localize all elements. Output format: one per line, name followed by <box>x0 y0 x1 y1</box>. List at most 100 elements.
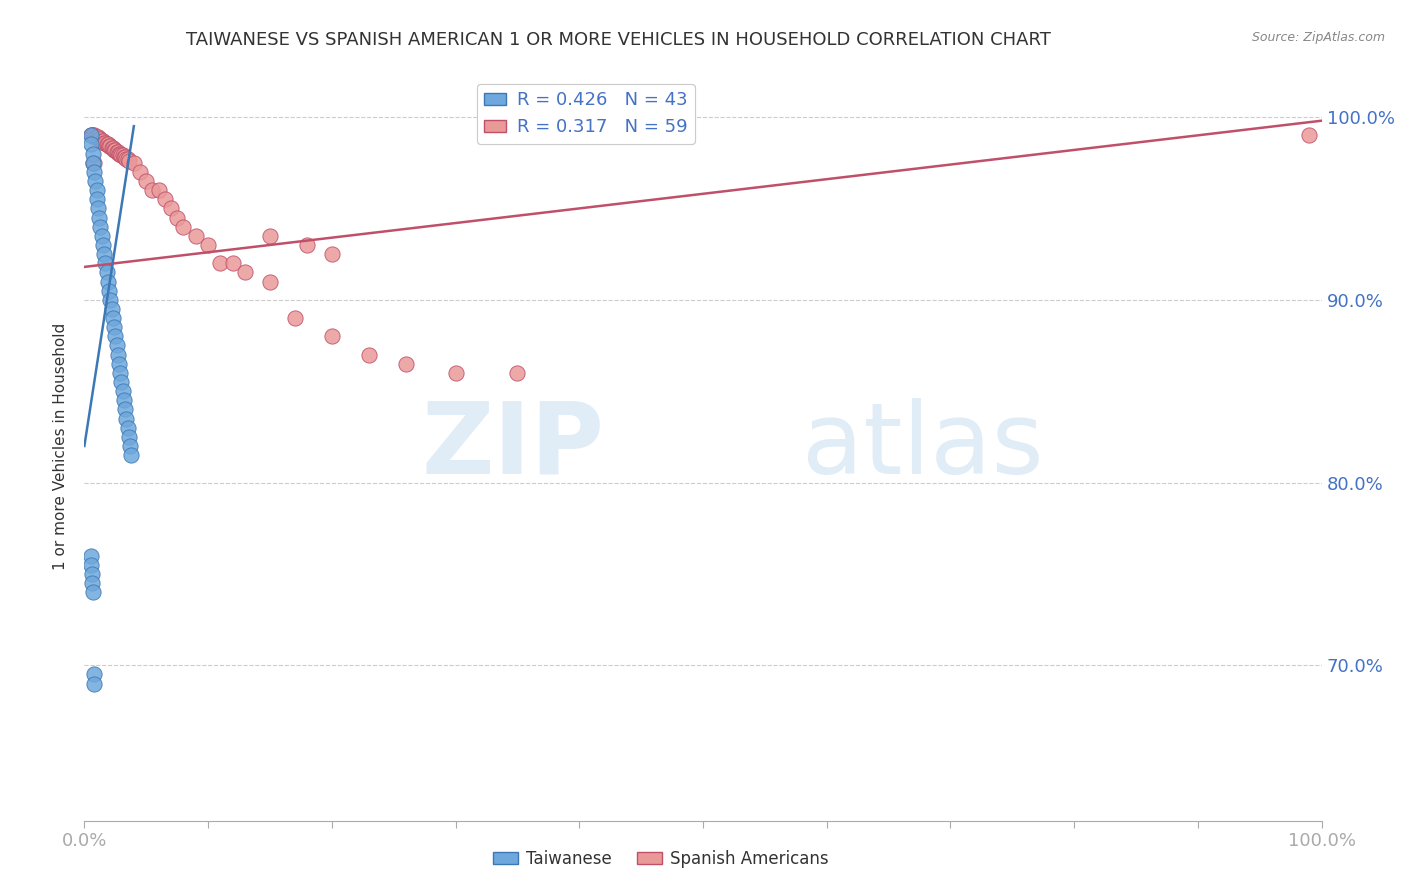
Point <box>100 141 122 155</box>
Point <box>79 549 101 563</box>
Point <box>117 421 139 435</box>
Y-axis label: 1 or more Vehicles in Household: 1 or more Vehicles in Household <box>53 322 69 570</box>
Point <box>357 348 380 362</box>
Point <box>93 247 115 261</box>
Point <box>104 143 127 157</box>
Point <box>108 146 131 161</box>
Point <box>321 329 343 343</box>
Point <box>103 320 125 334</box>
Point <box>83 128 105 143</box>
Point <box>104 329 127 343</box>
Point <box>114 402 136 417</box>
Point <box>321 247 343 261</box>
Point <box>107 348 129 362</box>
Point <box>91 134 114 148</box>
Point <box>105 338 128 352</box>
Point <box>114 150 136 164</box>
Point <box>86 130 108 145</box>
Point <box>97 137 120 152</box>
Point <box>84 130 107 145</box>
Point <box>83 676 105 690</box>
Point <box>96 137 118 152</box>
Point <box>135 174 157 188</box>
Point <box>96 265 118 279</box>
Point <box>98 139 121 153</box>
Point <box>141 183 163 197</box>
Point <box>79 137 101 152</box>
Point <box>90 228 112 243</box>
Point <box>111 148 134 162</box>
Point <box>148 183 170 197</box>
Point <box>120 439 142 453</box>
Text: Source: ZipAtlas.com: Source: ZipAtlas.com <box>1251 31 1385 45</box>
Point <box>233 265 256 279</box>
Point <box>86 192 108 206</box>
Point <box>110 366 132 380</box>
Point <box>295 238 318 252</box>
Point <box>97 275 120 289</box>
Point <box>259 228 281 243</box>
Point <box>129 165 152 179</box>
Point <box>112 150 135 164</box>
Point <box>91 238 114 252</box>
Text: TAIWANESE VS SPANISH AMERICAN 1 OR MORE VEHICLES IN HOUSEHOLD CORRELATION CHART: TAIWANESE VS SPANISH AMERICAN 1 OR MORE … <box>186 31 1052 49</box>
Point <box>110 375 132 389</box>
Point <box>103 143 125 157</box>
Point <box>89 132 111 146</box>
Point <box>87 202 110 216</box>
Point <box>89 219 111 234</box>
Point <box>166 211 188 225</box>
Point <box>82 585 104 599</box>
Point <box>153 192 176 206</box>
Point <box>101 141 124 155</box>
Point <box>82 155 104 169</box>
Point <box>105 145 128 159</box>
Point <box>89 211 111 225</box>
Point <box>118 153 141 168</box>
Point <box>108 357 131 371</box>
Point <box>120 448 142 462</box>
Point <box>80 576 103 591</box>
Point <box>259 275 281 289</box>
Point <box>86 183 108 197</box>
Point <box>87 130 110 145</box>
Legend: Taiwanese, Spanish Americans: Taiwanese, Spanish Americans <box>486 844 835 875</box>
Point <box>111 384 134 399</box>
Point <box>117 152 139 166</box>
Point <box>172 219 194 234</box>
Point <box>82 155 104 169</box>
Point <box>82 128 104 143</box>
Point <box>100 301 122 316</box>
Point <box>118 430 141 444</box>
Point <box>90 134 112 148</box>
Point <box>98 139 121 153</box>
Point <box>122 155 145 169</box>
Point <box>83 155 105 169</box>
Point <box>107 145 129 159</box>
Text: ZIP: ZIP <box>422 398 605 494</box>
Point <box>89 132 111 146</box>
Point <box>79 558 101 572</box>
Point <box>82 146 104 161</box>
Text: atlas: atlas <box>801 398 1043 494</box>
Point <box>395 357 418 371</box>
Point <box>98 284 121 298</box>
Point <box>160 202 183 216</box>
Point <box>1298 128 1320 143</box>
Point <box>222 256 245 270</box>
Point <box>93 136 115 150</box>
Point <box>83 165 105 179</box>
Point <box>284 311 307 326</box>
Point <box>79 128 101 143</box>
Point <box>84 174 107 188</box>
Point <box>80 566 103 581</box>
Point <box>98 293 121 307</box>
Legend: R = 0.426   N = 43, R = 0.317   N = 59: R = 0.426 N = 43, R = 0.317 N = 59 <box>477 84 695 144</box>
Point <box>115 411 138 425</box>
Point <box>80 128 103 143</box>
Point <box>184 228 207 243</box>
Point <box>83 667 105 681</box>
Point <box>79 128 101 143</box>
Point <box>101 311 124 326</box>
Point <box>444 366 467 380</box>
